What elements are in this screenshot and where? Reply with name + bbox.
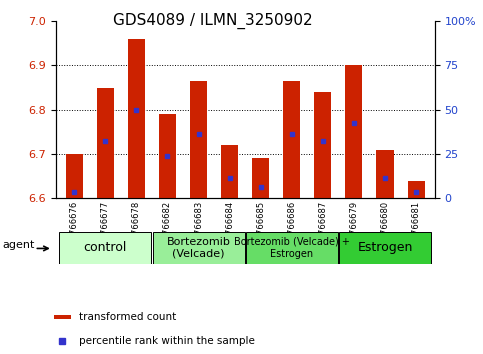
Bar: [221, 145, 238, 198]
Bar: [190, 81, 207, 198]
Text: transformed count: transformed count: [79, 312, 176, 322]
Bar: [314, 92, 331, 198]
Bar: [246, 232, 338, 264]
Bar: [97, 87, 114, 198]
Bar: [408, 181, 425, 198]
Bar: [283, 81, 300, 198]
Bar: [252, 158, 269, 198]
Text: GDS4089 / ILMN_3250902: GDS4089 / ILMN_3250902: [113, 12, 313, 29]
Bar: [153, 232, 244, 264]
Bar: [66, 154, 83, 198]
Text: percentile rank within the sample: percentile rank within the sample: [79, 336, 255, 346]
Bar: [345, 65, 362, 198]
Text: Bortezomib (Velcade) +
Estrogen: Bortezomib (Velcade) + Estrogen: [234, 237, 350, 259]
Text: Bortezomib
(Velcade): Bortezomib (Velcade): [167, 237, 230, 259]
Bar: [128, 39, 145, 198]
Text: control: control: [84, 241, 127, 254]
Text: Estrogen: Estrogen: [357, 241, 412, 254]
Text: agent: agent: [3, 240, 35, 250]
Bar: [59, 232, 151, 264]
Bar: [376, 149, 394, 198]
Bar: [159, 114, 176, 198]
Bar: [339, 232, 431, 264]
Bar: [54, 315, 71, 319]
